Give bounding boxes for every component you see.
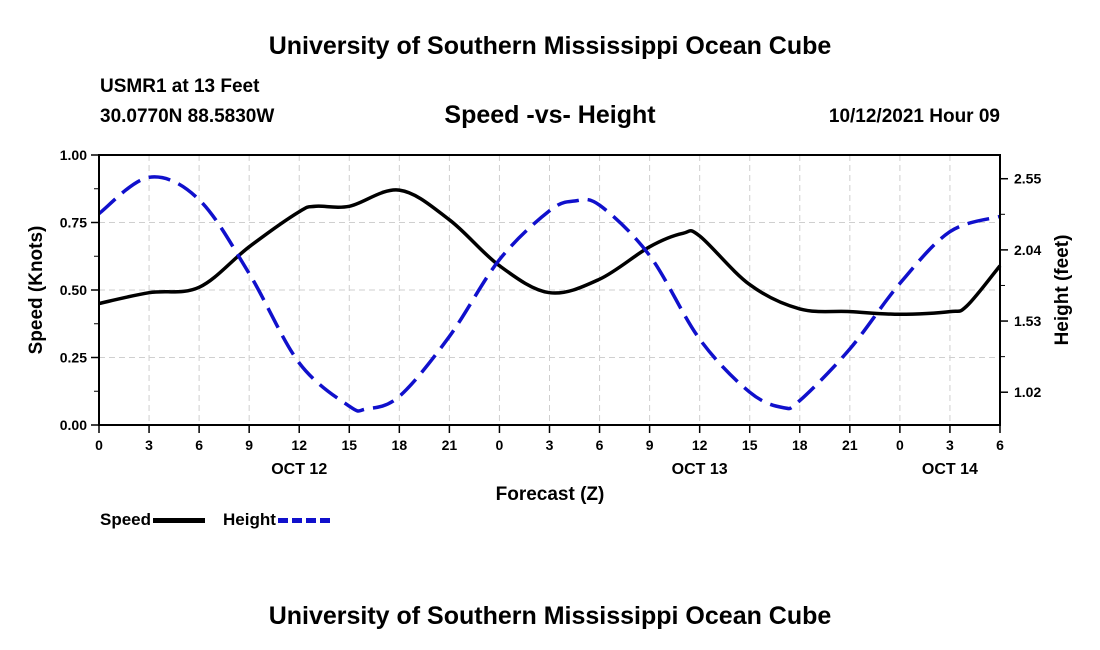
x-tick-label: 15 (742, 437, 758, 453)
legend-speed-label: Speed (100, 510, 152, 529)
x-date-label: OCT 14 (922, 461, 978, 478)
y-axis-right-label: Height (feet) (1052, 235, 1073, 346)
y-left-tick-label: 0.75 (60, 215, 87, 231)
page-title: University of Southern Mississippi Ocean… (268, 32, 832, 60)
x-tick-label: 0 (496, 437, 504, 453)
x-tick-label: 15 (341, 437, 357, 453)
y-right-tick-label: 2.04 (1014, 242, 1041, 258)
legend-speed-swatch (153, 518, 206, 524)
x-tick-label: 3 (946, 437, 954, 453)
y-left-tick-label: 0.00 (60, 417, 87, 433)
x-tick-label: 6 (195, 437, 203, 453)
legend-height-swatch (277, 518, 330, 524)
x-tick-label: 6 (996, 437, 1004, 453)
x-tick-label: 0 (95, 437, 103, 453)
y-left-tick-label: 0.50 (60, 282, 87, 298)
legend-height-label: Height (223, 510, 276, 529)
y-right-tick-label: 2.55 (1014, 171, 1041, 187)
datetime-label: 10/12/2021 Hour 09 (828, 106, 1000, 127)
series-line-height (97, 175, 1001, 413)
x-date-label: OCT 13 (672, 461, 728, 478)
x-tick-label: 12 (692, 437, 708, 453)
footer-title: University of Southern Mississippi Ocean… (268, 602, 832, 630)
y-right-tick-label: 1.02 (1014, 384, 1041, 400)
legend: Speed Height (100, 510, 330, 530)
x-tick-label: 18 (792, 437, 808, 453)
x-tick-label: 0 (896, 437, 904, 453)
x-tick-label: 9 (646, 437, 654, 453)
station-label: USMR1 at 13 Feet (100, 76, 260, 97)
coordinates-label: 30.0770N 88.5830W (100, 106, 275, 127)
x-tick-label: 9 (245, 437, 253, 453)
grid-lines (99, 155, 1000, 425)
x-tick-label: 6 (596, 437, 604, 453)
y-axis-left-label: Speed (Knots) (26, 226, 47, 355)
series-line-speed (98, 188, 1002, 317)
x-axis-label: Forecast (Z) (496, 484, 605, 505)
x-tick-label: 21 (842, 437, 858, 453)
x-tick-label: 3 (145, 437, 153, 453)
x-tick-label: 12 (291, 437, 307, 453)
x-tick-label: 3 (546, 437, 554, 453)
x-tick-label: 21 (442, 437, 458, 453)
x-date-label: OCT 12 (271, 461, 327, 478)
y-right-tick-label: 1.53 (1014, 313, 1041, 329)
x-tick-label: 18 (392, 437, 408, 453)
chart-subtitle: Speed -vs- Height (444, 101, 656, 129)
series-group (97, 175, 1002, 413)
y-left-tick-label: 0.25 (60, 350, 87, 366)
axis-ticks: 0 3 6 9 12 15 18 21 0 3 6 9 12 15 18 21 0 3 6 OCT 12 OCT 13 O… (60, 147, 1042, 478)
y-left-tick-label: 1.00 (60, 147, 87, 163)
speed-height-chart: 0 3 6 9 12 15 18 21 0 3 6 9 12 15 18 21 0 3 6 OCT 12 OCT 13 O… (26, 147, 1073, 505)
